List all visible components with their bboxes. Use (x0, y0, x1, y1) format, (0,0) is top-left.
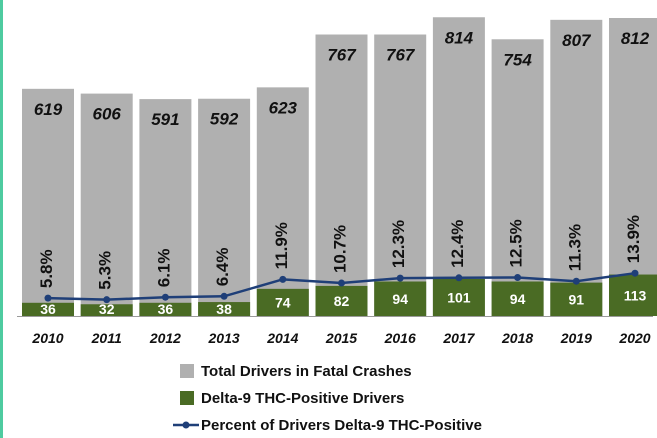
percent-marker (572, 277, 580, 285)
thc-value-label: 94 (392, 291, 408, 307)
total-bar (315, 34, 368, 317)
thc-bar (609, 274, 657, 316)
combo-chart: 619 36 5.8% 2010 606 32 5.3% 2011 591 36 6.1% 2012 5… (17, 17, 657, 434)
total-value-label: 619 (34, 100, 63, 119)
thc-value-label: 36 (158, 301, 174, 317)
thc-value-label: 82 (334, 293, 350, 309)
percent-value-label: 6.4% (213, 248, 232, 287)
thc-value-label: 91 (569, 291, 585, 307)
percent-value-label: 11.3% (565, 224, 584, 271)
thc-value-label: 38 (216, 301, 232, 317)
thc-bar (80, 304, 133, 316)
percent-marker (279, 275, 287, 283)
total-bar (198, 98, 251, 317)
thc-value-label: 101 (447, 289, 471, 305)
total-bar (80, 93, 133, 317)
total-bar (550, 19, 603, 317)
total-bar (432, 17, 485, 317)
x-tick-label: 2013 (208, 330, 240, 346)
total-value-label: 754 (503, 50, 532, 69)
total-value-label: 592 (210, 110, 239, 129)
x-tick-label: 2012 (149, 330, 181, 346)
thc-bar (315, 285, 368, 316)
thc-bar (256, 288, 309, 316)
thc-bars (22, 274, 657, 316)
total-value-label: 606 (93, 105, 122, 124)
total-bar (609, 17, 657, 316)
percent-marker (455, 274, 463, 282)
x-tick-label: 2010 (31, 330, 63, 346)
total-value-label: 591 (151, 110, 179, 129)
x-tick-label: 2015 (325, 330, 357, 346)
total-bar (22, 88, 74, 317)
thc-bar (198, 302, 251, 316)
percent-marker (220, 292, 228, 300)
percent-value-label: 12.4% (448, 220, 467, 268)
total-value-label: 812 (621, 29, 650, 48)
thc-bar (374, 281, 427, 316)
legend: Total Drivers in Fatal Crashes Delta-9 TH… (173, 363, 482, 434)
thc-value-label: 113 (624, 287, 647, 303)
total-value-label: 623 (269, 98, 298, 117)
thc-value-label: 32 (99, 301, 115, 317)
percent-value-label: 10.7% (331, 225, 350, 273)
total-value-label: 767 (327, 46, 357, 65)
total-bar (374, 34, 427, 317)
percent-marker (338, 279, 345, 287)
total-value-label: 767 (386, 46, 416, 65)
percent-marker (514, 274, 522, 281)
percent-marker (161, 293, 169, 301)
thc-bar (432, 278, 485, 316)
percent-value-label: 5.3% (96, 251, 115, 290)
percent-marker (103, 296, 111, 304)
percent-value-label: 6.1% (154, 248, 173, 287)
x-tick-label: 2014 (266, 330, 298, 346)
labels: 619 36 5.8% 2010 606 32 5.3% 2011 591 36 6.1% 2012 5… (31, 28, 650, 346)
thc-bar (22, 302, 74, 316)
total-bar (491, 39, 544, 316)
percent-value-label: 5.8% (37, 249, 56, 288)
percent-value-label: 12.5% (507, 219, 526, 267)
thc-bar (550, 282, 603, 316)
percent-value-label: 11.9% (272, 222, 291, 269)
thc-bar (139, 302, 192, 316)
x-tick-label: 2016 (384, 330, 416, 346)
legend-label: Percent of Drivers Delta-9 THC-Positive (201, 417, 482, 434)
x-tick-label: 2011 (91, 330, 122, 346)
x-tick-label: 2018 (501, 330, 533, 346)
legend-label: Delta-9 THC-Positive Drivers (201, 390, 404, 407)
legend-swatch-total (180, 364, 194, 378)
percent-marker (44, 294, 52, 302)
total-value-label: 814 (445, 28, 474, 47)
thc-value-label: 74 (275, 294, 291, 310)
x-tick-label: 2019 (560, 330, 592, 346)
percent-marker (396, 274, 404, 282)
legend-label: Total Drivers in Fatal Crashes (201, 363, 412, 380)
percent-value-label: 12.3% (389, 220, 408, 268)
thc-value-label: 94 (510, 291, 526, 307)
thc-bar (491, 281, 544, 316)
percent-marker (631, 269, 639, 277)
total-value-label: 807 (562, 31, 592, 50)
percent-line-group (44, 269, 639, 304)
total-bar (139, 99, 192, 316)
thc-value-label: 36 (40, 301, 56, 317)
percent-value-label: 13.9% (624, 215, 643, 263)
x-tick-label: 2020 (618, 330, 650, 346)
x-tick-label: 2017 (442, 330, 475, 346)
legend-swatch-thc (180, 391, 194, 405)
legend-swatch-percent-marker (182, 421, 190, 429)
